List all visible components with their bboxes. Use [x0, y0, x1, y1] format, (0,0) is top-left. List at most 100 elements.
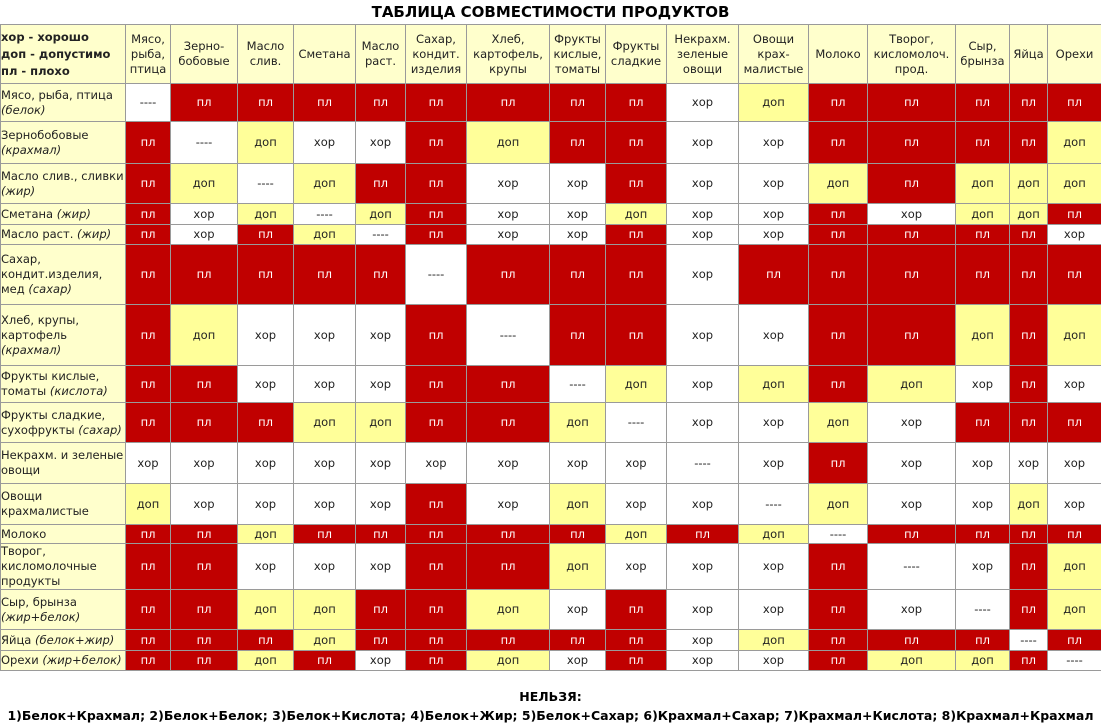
cell: пл	[808, 83, 868, 122]
column-label: Масло слив.	[246, 39, 285, 68]
cell: доп	[738, 524, 809, 544]
footer-text: 1)Белок+Крахмал; 2)Белок+Белок; 3)Белок+…	[7, 708, 1094, 723]
row: Масло слив., сливки (жир) пл доп ---- доп пл п…	[0, 163, 1101, 204]
cell: доп	[355, 203, 406, 225]
cell: пл	[955, 524, 1010, 544]
row-header: Молоко	[0, 524, 126, 544]
cell: ----	[466, 304, 550, 366]
cell: хор	[1009, 442, 1048, 484]
cell: доп	[605, 365, 667, 403]
cell: хор	[955, 483, 1010, 525]
column-label: Мясо, рыба, птица	[129, 31, 167, 76]
cell: доп	[237, 524, 294, 544]
cell: пл	[405, 402, 467, 443]
cell: пл	[170, 650, 238, 671]
row-header: Творог, кисломолочные продукты	[0, 543, 126, 590]
row-name: Молоко	[1, 526, 47, 541]
header-row: хор - хорошо доп - допустимо пл - плохо Мяс…	[0, 24, 1101, 84]
cell: хор	[1047, 483, 1101, 525]
cell: хор	[1047, 442, 1101, 484]
row-note: (жир+белок)	[42, 653, 122, 667]
cell: пл	[125, 365, 171, 403]
cell: хор	[170, 442, 238, 484]
column-label: Хлеб, картофель, крупы	[473, 31, 543, 76]
cell: хор	[738, 304, 809, 366]
cell: пл	[293, 244, 356, 305]
cell: доп	[867, 650, 956, 671]
legend: хор - хорошо доп - допустимо пл - плохо	[0, 24, 126, 84]
cell: пл	[355, 629, 406, 651]
row-header: Масло слив., сливки (жир)	[0, 163, 126, 204]
cell: пл	[1009, 365, 1048, 403]
cell: хор	[605, 543, 667, 590]
cell: пл	[405, 629, 467, 651]
cell: пл	[955, 402, 1010, 443]
cell: пл	[1047, 244, 1101, 305]
cell: ----	[1009, 629, 1048, 651]
cell: хор	[738, 650, 809, 671]
cell: хор	[955, 365, 1010, 403]
column-label: Молоко	[815, 46, 861, 61]
cell: доп	[293, 402, 356, 443]
column-label: Сметана	[298, 46, 351, 61]
cell: пл	[170, 524, 238, 544]
row-name: Овощи крахмалистые	[1, 489, 89, 518]
cell: хор	[293, 304, 356, 366]
cell: пл	[1047, 402, 1101, 443]
cell: пл	[605, 589, 667, 630]
cell: пл	[125, 402, 171, 443]
cell: хор	[738, 163, 809, 204]
cell: хор	[466, 483, 550, 525]
cell: хор	[125, 442, 171, 484]
cell: пл	[355, 589, 406, 630]
cell: пл	[355, 163, 406, 204]
row-note: (кислота)	[49, 384, 108, 398]
cell: пл	[605, 244, 667, 305]
cell: пл	[955, 224, 1010, 245]
legend-item: пл - плохо	[1, 63, 70, 78]
cell: пл	[549, 524, 606, 544]
cell: пл	[867, 224, 956, 245]
row-note: (жир+белок)	[1, 609, 81, 624]
cell: пл	[355, 244, 406, 305]
cell: пл	[605, 121, 667, 164]
row-header: Хлеб, крупы, картофель (крахмал)	[0, 304, 126, 366]
cell: пл	[293, 524, 356, 544]
cell: пл	[125, 224, 171, 245]
cell: пл	[170, 83, 238, 122]
row-name: Яйца	[1, 632, 32, 647]
cell: хор	[549, 589, 606, 630]
cell: хор	[605, 442, 667, 484]
cell: пл	[867, 629, 956, 651]
cell: хор	[170, 224, 238, 245]
cell: пл	[808, 304, 868, 366]
cell: хор	[666, 365, 739, 403]
row-name: Фрукты кислые, томаты	[1, 369, 100, 398]
column-header: Сметана	[293, 24, 356, 84]
cell: пл	[125, 304, 171, 366]
column-label: Зерно-бобовые	[178, 39, 230, 68]
cell: хор	[738, 442, 809, 484]
cell: пл	[1009, 224, 1048, 245]
column-label: Фрукты кислые, томаты	[553, 31, 602, 76]
cell: доп	[355, 402, 406, 443]
cell: доп	[1047, 121, 1101, 164]
row-note: (жир)	[77, 227, 112, 241]
row-note: (крахмал)	[1, 342, 62, 357]
cell: доп	[237, 589, 294, 630]
cell: доп	[738, 365, 809, 403]
cell: пл	[808, 543, 868, 590]
row: Хлеб, крупы, картофель (крахмал) пл доп хор…	[0, 304, 1101, 366]
row-header: Орехи (жир+белок)	[0, 650, 126, 671]
cell: хор	[738, 543, 809, 590]
cell: пл	[125, 203, 171, 225]
cell: доп	[549, 402, 606, 443]
column-header: Фрукты сладкие	[605, 24, 667, 84]
cell: пл	[170, 365, 238, 403]
cell: ----	[405, 244, 467, 305]
cell: хор	[867, 442, 956, 484]
cell: пл	[293, 650, 356, 671]
cell: доп	[955, 304, 1010, 366]
cell: пл	[1047, 524, 1101, 544]
column-label: Некрахм. зеленые овощи	[674, 31, 731, 76]
